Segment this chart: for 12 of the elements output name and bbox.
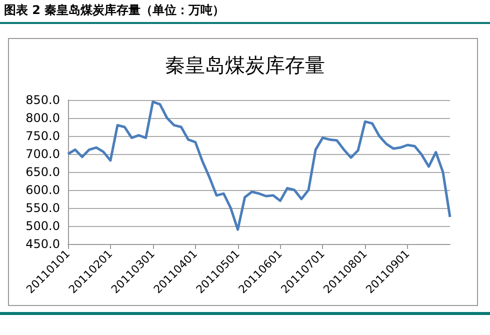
line-series	[66, 100, 452, 231]
chart-subtitle: 秦皇岛煤炭库存量	[165, 53, 325, 77]
y-tick-label: 750.0	[26, 129, 60, 143]
y-tick-label: 650.0	[26, 165, 60, 179]
chart-title: 图表 2 秦皇岛煤炭库存量（单位：万吨）	[4, 2, 225, 19]
y-tick-label: 850.0	[26, 93, 60, 107]
y-tick-label: 800.0	[26, 111, 60, 125]
y-tick-label: 600.0	[26, 183, 60, 197]
y-tick-label: 700.0	[26, 147, 60, 161]
y-tick-label: 550.0	[26, 201, 60, 215]
y-tick-label: 500.0	[26, 219, 60, 233]
y-tick-label: 450.0	[26, 237, 60, 251]
